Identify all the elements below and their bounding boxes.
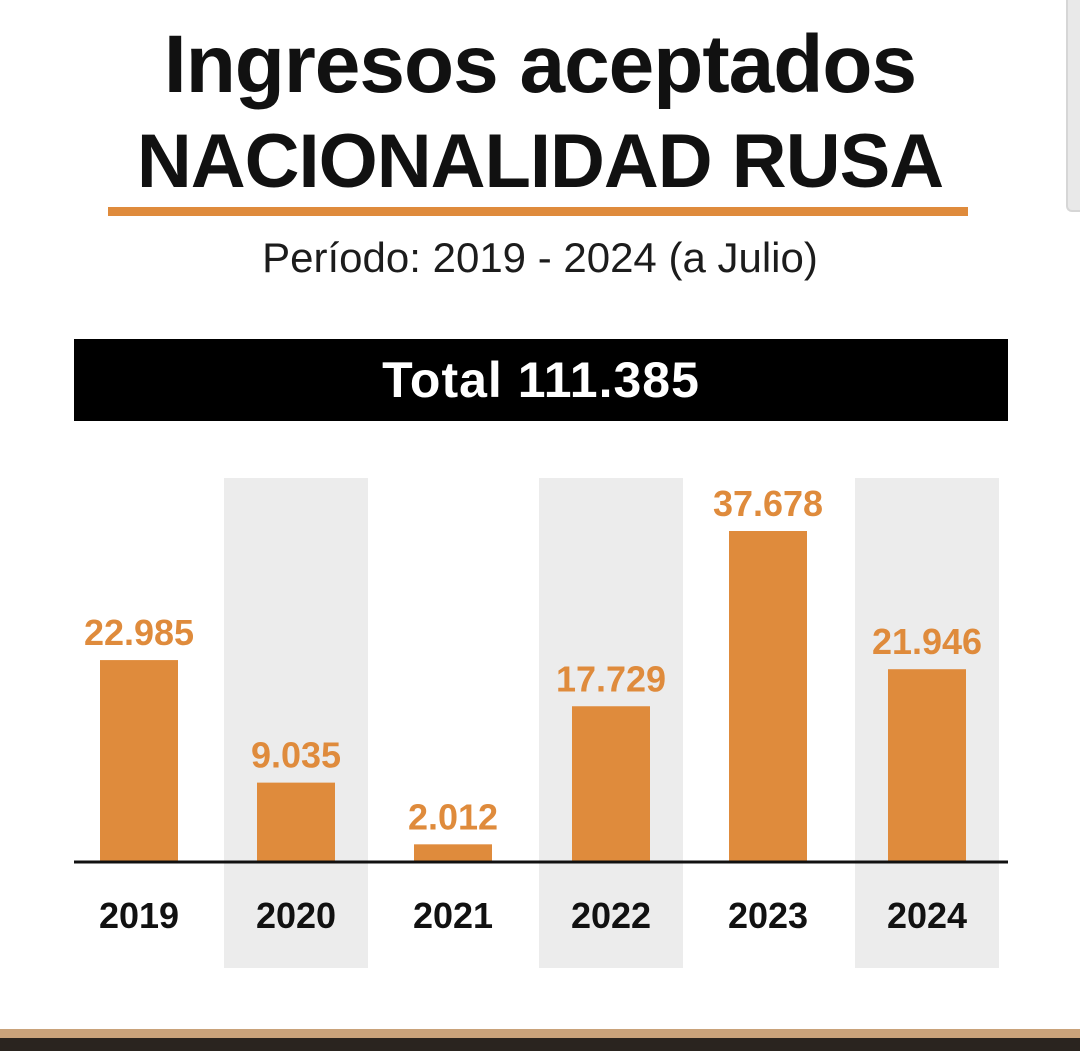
value-label-2024: 21.946: [872, 621, 982, 662]
bar-2023: [729, 531, 807, 862]
bottom-border-accent: [0, 1029, 1080, 1038]
value-label-2023: 37.678: [713, 483, 823, 524]
tick-label-2019: 2019: [99, 895, 179, 936]
value-label-2021: 2.012: [408, 796, 498, 837]
title-underline: [108, 207, 968, 216]
bar-2021: [414, 844, 492, 862]
total-banner: Total 111.385: [74, 339, 1008, 421]
chart-title-line-2: NACIONALIDAD RUSA: [136, 119, 944, 204]
tick-label-2022: 2022: [571, 895, 651, 936]
bar-2019: [100, 660, 178, 862]
chart-subtitle: Período: 2019 - 2024 (a Julio): [262, 234, 818, 281]
value-label-2020: 9.035: [251, 735, 341, 776]
bar-series: [100, 531, 966, 862]
scroll-edge-indicator: [1066, 0, 1080, 212]
chart-title-line-1: Ingresos aceptados: [163, 19, 917, 110]
bar-2020: [257, 782, 335, 862]
tick-label-2023: 2023: [728, 895, 808, 936]
value-labels: 22.985 9.035 2.012 17.729 37.678 21.946: [84, 483, 982, 837]
tick-label-2024: 2024: [887, 895, 967, 936]
bar-2022: [572, 706, 650, 862]
band-2020: [224, 478, 368, 968]
value-label-2019: 22.985: [84, 612, 194, 653]
tick-label-2021: 2021: [413, 895, 493, 936]
value-label-2022: 17.729: [556, 658, 666, 699]
tick-label-2020: 2020: [256, 895, 336, 936]
bar-2024: [888, 669, 966, 862]
x-tick-labels: 2019 2020 2021 2022 2023 2024: [99, 895, 967, 936]
